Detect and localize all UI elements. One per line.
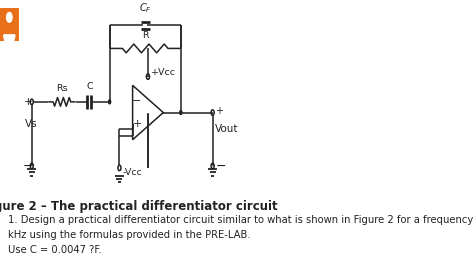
Text: +Vcc: +Vcc: [151, 68, 176, 77]
Text: Vout: Vout: [215, 124, 239, 134]
Text: $C_F$: $C_F$: [139, 2, 152, 15]
Bar: [0, 8, 18, 41]
Text: +: +: [132, 119, 142, 129]
Text: R: R: [142, 31, 148, 40]
Text: Vs: Vs: [25, 119, 38, 129]
Text: +: +: [215, 106, 223, 116]
Circle shape: [109, 100, 111, 104]
Text: Rs: Rs: [56, 84, 68, 93]
Text: Figure 2 – The practical differentiator circuit: Figure 2 – The practical differentiator …: [0, 200, 278, 213]
Circle shape: [7, 13, 12, 22]
Text: −: −: [132, 96, 142, 106]
Text: −: −: [23, 159, 33, 172]
Text: -Vcc: -Vcc: [122, 168, 142, 177]
Text: +: +: [24, 97, 32, 107]
Text: 1. Design a practical differentiator circuit similar to what is shown in Figure : 1. Design a practical differentiator cir…: [8, 214, 474, 255]
Text: C: C: [86, 82, 92, 91]
Wedge shape: [4, 35, 15, 44]
Text: −: −: [215, 159, 226, 172]
Circle shape: [180, 111, 182, 114]
